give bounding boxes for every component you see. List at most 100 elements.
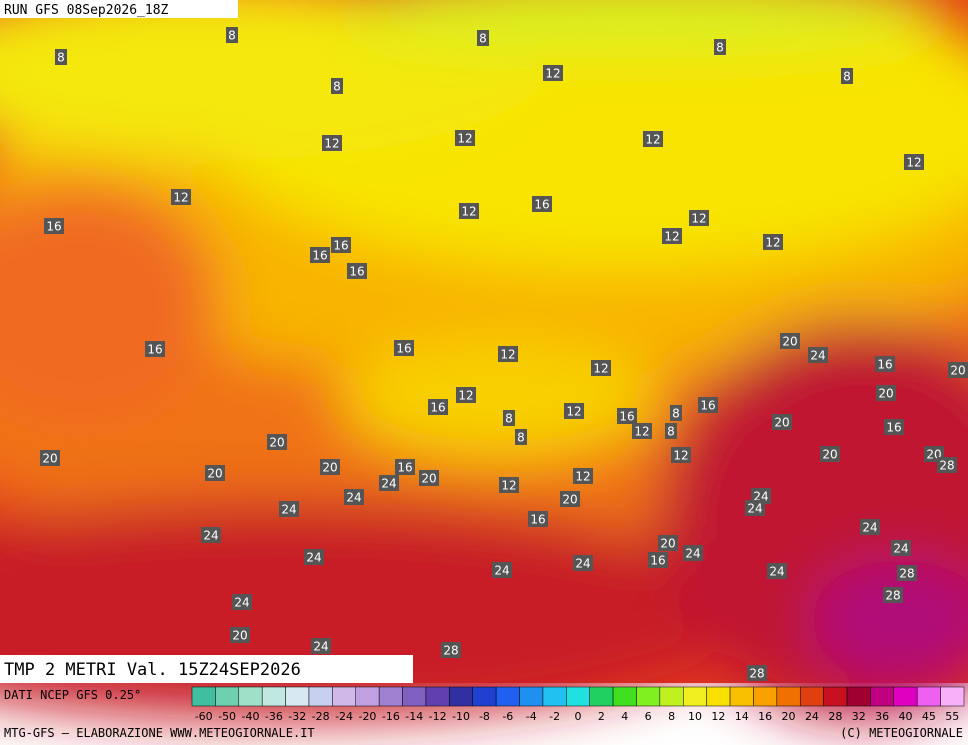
colorbar-cell <box>332 686 357 707</box>
isotherm-label: 16 <box>396 342 411 356</box>
isotherm-label: 28 <box>443 644 458 658</box>
label-box <box>331 237 351 253</box>
label-box <box>683 545 703 561</box>
label-box <box>662 228 682 244</box>
label-box <box>564 403 584 419</box>
isotherm-label: 16 <box>886 421 901 435</box>
label-box <box>617 408 637 424</box>
isotherm-label: 24 <box>893 542 908 556</box>
isotherm-label: 8 <box>333 80 341 94</box>
colorbar-tick-label: -8 <box>479 710 490 723</box>
label-box <box>808 347 828 363</box>
colorbar-cell <box>566 686 590 707</box>
isotherm-label: 16 <box>534 198 549 212</box>
colorbar-cell <box>916 686 941 707</box>
isotherm-label: 24 <box>281 503 296 517</box>
colorbar-tick-label: 16 <box>758 710 772 723</box>
label-box <box>689 210 709 226</box>
label-box <box>311 638 331 654</box>
colorbar-tick-label: -16 <box>382 710 400 723</box>
label-box <box>883 587 903 603</box>
label-box <box>145 341 165 357</box>
colorbar-cell <box>378 686 403 707</box>
isotherm-label: 20 <box>774 416 789 430</box>
colorbar-tick-label: 8 <box>668 710 675 723</box>
label-box <box>665 423 677 439</box>
label-box <box>267 434 287 450</box>
label-box <box>441 642 461 658</box>
label-box <box>394 340 414 356</box>
isotherm-label: 12 <box>634 425 649 439</box>
label-box <box>573 468 593 484</box>
colorbar-cell <box>285 686 310 707</box>
isotherm-label: 12 <box>500 348 515 362</box>
isotherm-label: 20 <box>782 335 797 349</box>
label-box <box>937 457 957 473</box>
colorbar-cell <box>519 686 544 707</box>
colorbar-cell <box>776 686 801 707</box>
colorbar-cell <box>753 686 778 707</box>
label-box <box>40 450 60 466</box>
label-box <box>948 362 968 378</box>
label-box <box>543 65 563 81</box>
isotherm-label: 12 <box>501 479 516 493</box>
label-box <box>456 387 476 403</box>
label-box <box>763 234 783 250</box>
isotherm-label: 16 <box>46 220 61 234</box>
isotherm-label: 20 <box>950 364 965 378</box>
label-box <box>698 397 718 413</box>
title-box <box>0 655 413 683</box>
run-label: RUN GFS 08Sep2026_18Z <box>4 3 169 18</box>
colorbar-cell <box>846 686 871 707</box>
isotherm-label: 24 <box>346 491 361 505</box>
colorbar-tick-label: 6 <box>645 710 652 723</box>
colorbar-cell <box>799 686 824 707</box>
isotherm-label: 28 <box>885 589 900 603</box>
isotherm-label: 8 <box>479 32 487 46</box>
colorbar-tick-label: 20 <box>782 710 796 723</box>
copyright: (C) METEOGIORNALE <box>840 726 963 740</box>
isotherm-label: 20 <box>232 629 247 643</box>
colorbar-tick-label: 28 <box>828 710 842 723</box>
colorbar-tick-label: -4 <box>526 710 537 723</box>
isotherm-label: 24 <box>494 564 509 578</box>
colorbar-tick-label: -60 <box>195 710 213 723</box>
colorbar-cell <box>729 686 754 707</box>
isotherm-label: 24 <box>769 565 784 579</box>
isotherm-label: 12 <box>906 156 921 170</box>
label-box <box>455 130 475 146</box>
isotherm-label: 20 <box>207 467 222 481</box>
colorbar-tick-label: -50 <box>218 710 236 723</box>
colorbar-tick-label: -40 <box>242 710 260 723</box>
isotherm-label: 12 <box>173 191 188 205</box>
colorbar-tick-label: -20 <box>358 710 376 723</box>
isotherm-label: 24 <box>685 547 700 561</box>
isotherm-label: 12 <box>593 362 608 376</box>
label-box <box>419 470 439 486</box>
isotherm-label: 24 <box>862 521 877 535</box>
colorbar-cell <box>402 686 427 707</box>
isotherm-label: 16 <box>397 461 412 475</box>
label-box <box>904 154 924 170</box>
label-box <box>772 414 792 430</box>
isotherm-label: 12 <box>545 67 560 81</box>
isotherm-label: 16 <box>619 410 634 424</box>
label-box <box>232 594 252 610</box>
colorbar: -60 -50 -40 -36 -32 -28 -24 -20 -16 -14 -12 -10 -8 -6… <box>191 686 965 723</box>
isotherm-label: 12 <box>324 137 339 151</box>
label-box <box>591 360 611 376</box>
colorbar-tick-label: -32 <box>288 710 306 723</box>
colorbar-cell <box>823 686 848 707</box>
isotherm-label: 20 <box>322 461 337 475</box>
label-box <box>55 49 67 65</box>
label-box <box>528 511 548 527</box>
label-box <box>560 491 580 507</box>
isotherm-label: 8 <box>505 412 513 426</box>
isotherm-label: 28 <box>749 667 764 681</box>
isotherm-label: 24 <box>575 557 590 571</box>
label-box <box>876 385 896 401</box>
label-box <box>632 423 652 439</box>
isotherm-label: 12 <box>457 132 472 146</box>
label-box <box>499 477 519 493</box>
